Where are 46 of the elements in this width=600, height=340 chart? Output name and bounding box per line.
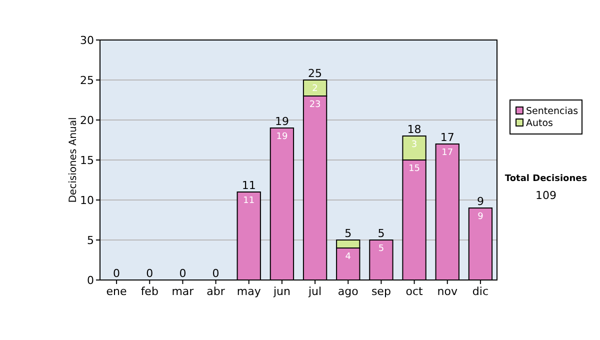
y-tick-label: 30 xyxy=(80,34,94,47)
total-label: 0 xyxy=(179,267,186,280)
y-axis-title: Decisiones Anual xyxy=(68,117,79,203)
x-tick-label: sep xyxy=(371,285,391,298)
data-label: 23 xyxy=(309,100,321,110)
x-tick-label: jul xyxy=(307,285,322,298)
y-tick-label: 25 xyxy=(80,74,94,87)
y-tick-label: 5 xyxy=(87,234,94,247)
total-label: 11 xyxy=(242,179,256,192)
x-tick-label: dic xyxy=(472,285,489,298)
y-tick-label: 20 xyxy=(80,114,94,127)
x-tick-label: abr xyxy=(206,285,226,298)
total-label: 0 xyxy=(146,267,154,280)
y-tick-label: 10 xyxy=(80,194,94,207)
total-label: 17 xyxy=(440,131,454,144)
legend-label: Sentencias xyxy=(526,106,578,117)
data-label: 2 xyxy=(312,84,318,94)
total-label: 19 xyxy=(274,115,289,128)
data-label: 17 xyxy=(442,148,454,158)
x-tick-label: ago xyxy=(338,285,359,298)
x-tick-label: ene xyxy=(106,285,128,298)
text: Total Decisiones xyxy=(504,174,588,184)
x-tick-label: nov xyxy=(437,285,458,298)
x-tick-label: may xyxy=(236,285,262,298)
data-label: 4 xyxy=(345,252,352,262)
total-label: 9 xyxy=(476,195,484,208)
data-label: 19 xyxy=(276,132,288,142)
y-tick-label: 0 xyxy=(87,274,94,287)
x-tick-label: feb xyxy=(140,285,158,298)
total-label: 5 xyxy=(344,227,352,240)
data-label: 9 xyxy=(478,212,484,222)
x-tick-label: oct xyxy=(406,285,424,298)
total-label: 0 xyxy=(212,267,220,280)
total-label: 0 xyxy=(113,267,120,280)
total-label: 18 xyxy=(407,123,422,136)
y-tick-label: 15 xyxy=(80,154,94,167)
text: 109 xyxy=(536,189,556,202)
data-label: 11 xyxy=(243,196,255,206)
data-label: 15 xyxy=(408,164,420,174)
legend-label: Autos xyxy=(526,118,554,129)
x-tick-label: jun xyxy=(272,285,290,298)
x-tick-label: mar xyxy=(172,285,194,298)
total-label: 25 xyxy=(308,67,322,80)
total-label: 5 xyxy=(378,227,385,240)
data-label: 5 xyxy=(378,244,384,254)
data-label: 3 xyxy=(411,140,418,150)
